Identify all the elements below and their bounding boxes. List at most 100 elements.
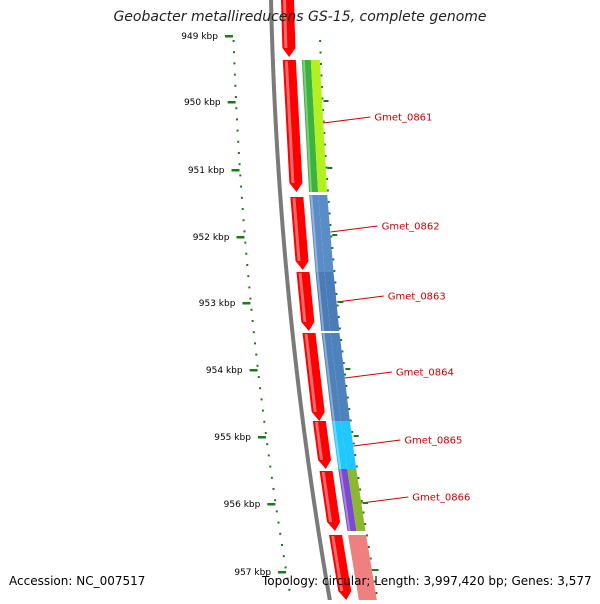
outer-scale-dot <box>322 120 325 123</box>
outer-scale-dot <box>319 63 322 65</box>
kbp-tick <box>224 35 233 38</box>
ring-tick <box>373 569 379 571</box>
scale-dot <box>237 152 240 154</box>
gene-segment <box>330 333 350 421</box>
kbp-tick <box>236 236 245 239</box>
outer-scale-dot <box>359 488 362 491</box>
scale-dot <box>240 196 243 199</box>
outer-scale-dot <box>367 546 370 548</box>
scale-dot <box>246 264 249 266</box>
outer-scale-dot <box>348 408 351 410</box>
scale-dot <box>237 140 240 143</box>
outer-scale-dot <box>323 143 326 146</box>
gene-label-line <box>323 116 371 124</box>
scale-dot <box>235 107 238 110</box>
outer-scale-dot <box>330 235 333 238</box>
scale-dot <box>235 118 238 121</box>
outer-scale-dot <box>336 304 339 307</box>
outer-scale-dot <box>321 109 324 111</box>
outer-scale-dot <box>346 396 349 399</box>
scale-dot <box>240 185 243 188</box>
kbp-tick <box>257 436 266 439</box>
gene-segment-highlight <box>339 469 351 531</box>
outer-scale-dot <box>345 385 348 387</box>
scale-dot <box>281 544 284 546</box>
scale-dot <box>255 353 258 356</box>
kbp-tick <box>227 101 236 104</box>
outer-scale-dot <box>337 316 340 318</box>
ring-tick <box>363 502 369 504</box>
outer-scale-dot <box>333 270 336 272</box>
gene-segment-next <box>348 535 378 604</box>
cds-highlight <box>292 198 301 261</box>
outer-scale-dot <box>323 132 326 134</box>
gene-segment <box>347 469 366 531</box>
scale-dot <box>267 454 270 457</box>
gene-segment <box>309 195 325 272</box>
genome-backbone <box>268 0 333 604</box>
ring-tick <box>323 100 329 102</box>
cds-forward-arrow <box>312 421 332 469</box>
scale-dot <box>236 129 239 132</box>
scale-dot <box>244 241 247 244</box>
gene-label-line <box>353 439 401 447</box>
gene-segment <box>315 272 331 331</box>
scale-dot <box>252 331 255 334</box>
scale-dot <box>275 510 278 513</box>
scale-dot <box>239 174 242 177</box>
scale-dot <box>233 62 236 65</box>
outer-scale-dot <box>319 51 322 54</box>
gene-label: Gmet_0864 <box>396 368 454 379</box>
cds-highlight <box>283 0 288 48</box>
scale-dot <box>286 577 289 580</box>
scale-dot <box>249 297 252 300</box>
gene-label: Gmet_0862 <box>382 222 440 233</box>
gene-segment-highlight <box>316 272 325 331</box>
kbp-label: 954 kbp <box>206 366 243 376</box>
gene-label: Gmet_0861 <box>374 113 432 124</box>
outer-scale-dot <box>355 465 358 468</box>
gene-segment <box>301 60 319 192</box>
outer-scale-dot <box>331 247 334 249</box>
outer-scale-dot <box>326 189 329 192</box>
scale-dot <box>243 230 246 233</box>
gene-segment-highlight <box>310 195 319 272</box>
ring-tick <box>338 301 344 303</box>
scale-dot <box>264 432 267 434</box>
outer-scale-dot <box>362 511 365 514</box>
outer-scale-dot <box>369 557 372 560</box>
outer-scale-dot <box>349 419 352 422</box>
outer-scale-dot <box>319 40 322 42</box>
scale-dot <box>270 476 273 479</box>
gene-segment-highlight <box>322 333 335 421</box>
kbp-label: 957 kbp <box>234 568 271 578</box>
outer-scale-dot <box>332 258 335 261</box>
outer-scale-dot <box>354 454 357 456</box>
scale-dot <box>254 342 257 345</box>
kbp-label: 953 kbp <box>199 299 236 309</box>
scale-dot <box>274 499 277 502</box>
scale-dot <box>232 40 235 42</box>
ring-tick <box>345 368 351 370</box>
outer-scale-dot <box>320 74 323 77</box>
ring-tick <box>327 167 333 169</box>
cds-highlight <box>331 536 344 591</box>
outer-scale-dot <box>329 224 332 226</box>
outer-scale-dot <box>320 86 323 88</box>
scale-dot <box>279 532 282 535</box>
outer-scale-dot <box>352 442 355 445</box>
cds-highlight <box>314 422 324 460</box>
gene-label: Gmet_0863 <box>388 292 446 303</box>
ring-tick <box>353 435 359 437</box>
outer-scale-dot <box>360 500 363 502</box>
scale-dot <box>284 566 287 569</box>
accession-label: Accession: NC_007517 <box>9 574 146 588</box>
outer-scale-dot <box>366 534 369 537</box>
cds-highlight <box>304 334 317 412</box>
ring-tick <box>332 234 338 236</box>
outer-scale-dot <box>326 178 329 180</box>
outer-scale-dot <box>344 373 347 376</box>
outer-scale-dot <box>321 97 324 100</box>
outer-scale-dot <box>371 569 374 571</box>
